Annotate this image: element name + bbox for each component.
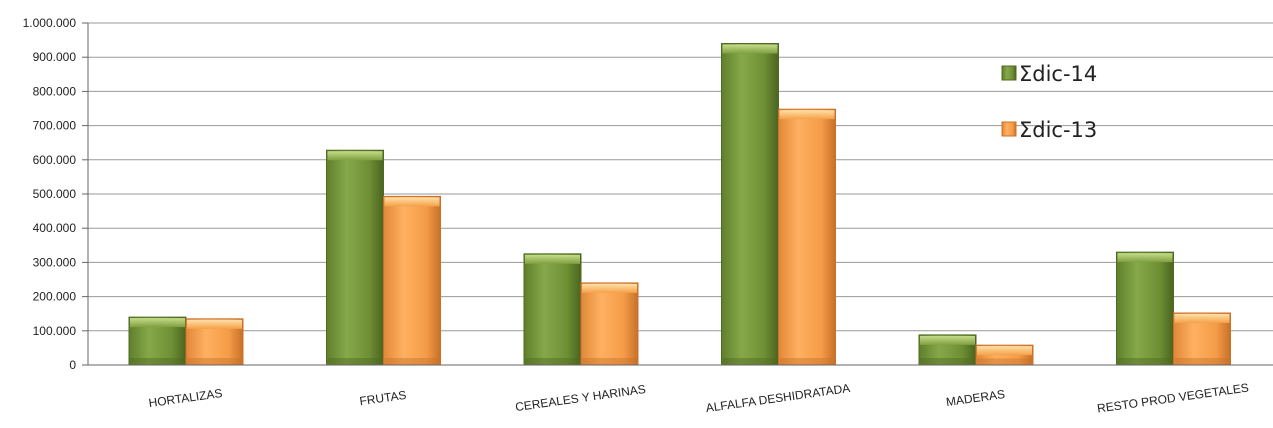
legend-swatch [1001,65,1017,81]
bar [778,108,836,366]
bar [128,316,187,366]
bar-base [130,358,185,365]
bar [523,253,582,366]
y-tick-label: 300.000 [33,255,77,269]
bar [185,318,244,366]
x-axis: HORTALIZAS FRUTAS CEREALES Y HARINAS ALFALF… [88,364,1273,416]
y-tick-label: 0 [69,358,76,372]
bar-body [721,43,779,366]
bar-cap [1174,314,1230,324]
bar-base [582,358,637,365]
y-tick-label: 100.000 [33,324,77,338]
legend-item: Σdic-14 [1001,62,1097,86]
bar-base [1174,358,1230,365]
bar-cap [384,197,440,207]
bar-base [779,358,835,365]
bar [1173,312,1231,366]
y-tick-label: 1.000.000 [23,16,77,30]
y-tick-label: 200.000 [33,290,77,304]
x-tick-label: MADERAS [945,387,1006,409]
bar-cap [977,346,1032,356]
bar-cap [920,335,975,345]
y-tick-label: 800.000 [33,84,77,98]
legend-label: Σdic-13 [1019,118,1097,142]
gridlines [88,22,1273,366]
bar-cap [187,319,242,329]
bar [326,149,384,366]
bar-base [384,358,440,365]
bar-base [1117,358,1173,365]
x-tick-label: HORTALIZAS [148,386,223,410]
bar-base [327,358,383,365]
bar-body [778,108,836,366]
bar-base [977,358,1032,365]
y-tick-label: 500.000 [33,187,77,201]
bar [383,195,441,366]
bar-body [523,253,582,366]
bar [580,282,639,366]
bar-body [326,149,384,366]
y-tick-label: 900.000 [33,50,77,64]
bars [128,43,1231,366]
y-tick-label: 400.000 [33,221,77,235]
bar [975,344,1034,366]
legend-item: Σdic-13 [1001,118,1097,142]
bar-cap [525,254,580,264]
legend: Σdic-14 Σdic-13 [1001,62,1097,142]
y-tick-label: 600.000 [33,153,77,167]
legend-label: Σdic-14 [1019,62,1097,86]
bar-base [187,358,242,365]
legend-swatch [1001,121,1017,137]
bar-base [920,358,975,365]
x-tick-label: ALFALFA DESHIDRATADA [705,381,851,415]
bar-body [1116,251,1174,366]
bar-cap [779,110,835,120]
x-tick-label: FRUTAS [359,388,408,408]
bar-cap [327,151,383,161]
bar-body [580,282,639,366]
bar [721,43,779,366]
bar-body [383,195,441,366]
bar-cap [1117,253,1173,263]
bar [1116,251,1174,366]
y-axis: 0 100.000 200.000 300.000 400.000 500.000 600.… [23,16,89,372]
y-tick-label: 700.000 [33,119,77,133]
bar-cap [130,318,185,328]
bar-base [525,358,580,365]
bar [918,334,977,366]
bar-cap [722,44,778,54]
x-tick-label: CEREALES Y HARINAS [514,382,646,414]
bar-cap [582,283,637,293]
bar-base [722,358,778,365]
x-tick-label: RESTO PROD VEGETALES [1096,380,1249,415]
